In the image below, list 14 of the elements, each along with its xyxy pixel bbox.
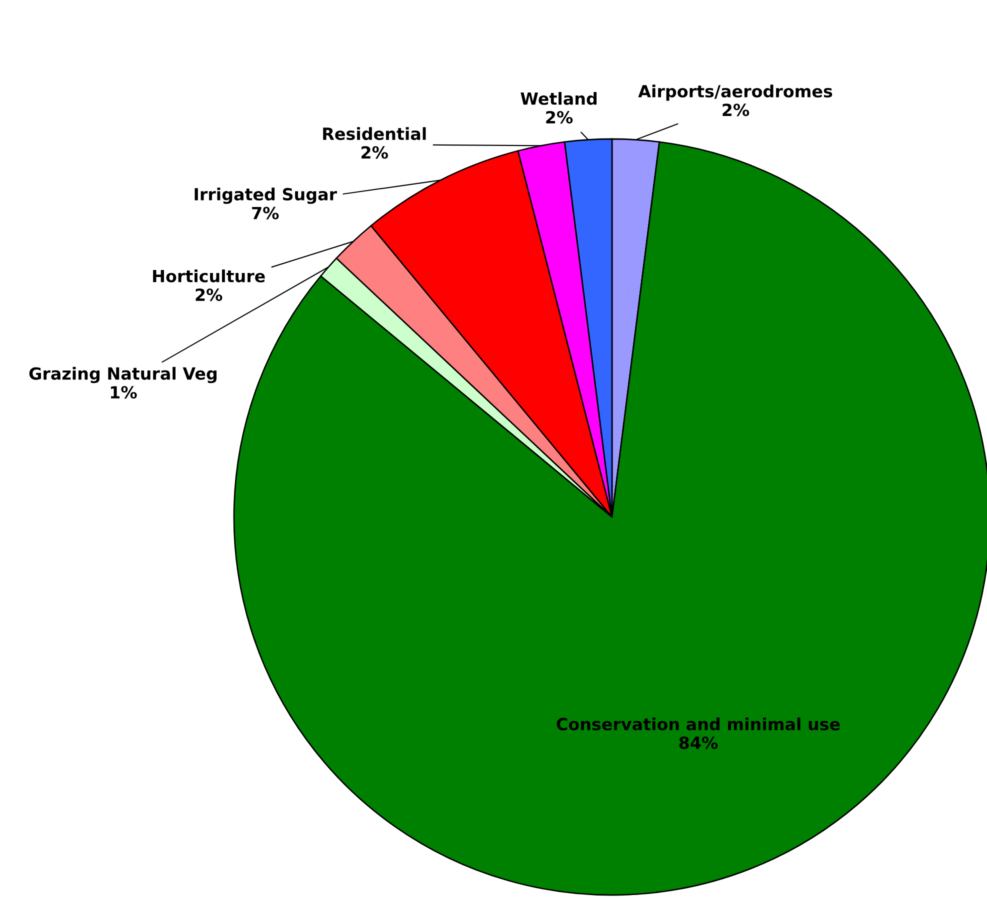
slice-label: Airports/aerodromes: [638, 84, 832, 101]
data-label: 2%: [362, 146, 388, 159]
slice-label: Wetland: [520, 92, 597, 105]
data-label: 84%: [679, 736, 718, 750]
data-label: 2%: [546, 110, 573, 124]
slice-label: Grazing Natural Veg: [29, 366, 217, 384]
slice-label: Irrigated Sugar: [194, 188, 337, 204]
slice-label: Conservation and minimal use: [556, 718, 840, 730]
data-label: 1%: [110, 386, 137, 399]
data-label: 7%: [252, 206, 279, 220]
slice-label: Horticulture: [153, 270, 265, 282]
data-label: 2%: [196, 288, 222, 302]
data-label: 2%: [722, 104, 750, 116]
slice-label: Residential: [323, 127, 426, 140]
